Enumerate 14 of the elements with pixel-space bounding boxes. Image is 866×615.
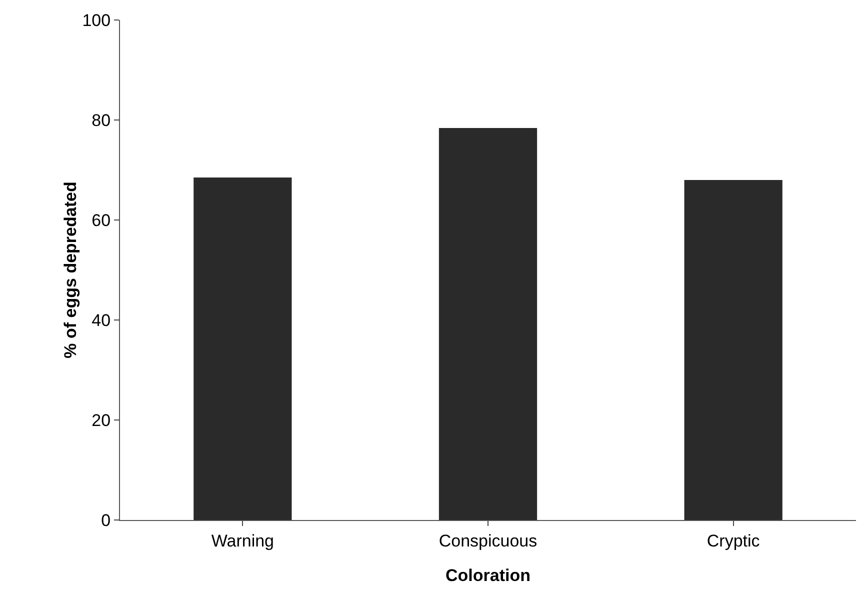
bar	[684, 180, 782, 520]
y-tick-label: 100	[82, 10, 111, 30]
y-tick-label: 60	[92, 210, 111, 230]
y-tick-label: 20	[92, 410, 111, 430]
x-tick-label: Warning	[211, 531, 274, 550]
bar	[438, 128, 538, 520]
x-tick-label: Cryptic	[706, 531, 760, 550]
x-tick-label: Conspicuous	[438, 531, 538, 550]
y-tick-label: 40	[92, 310, 111, 330]
bar	[194, 178, 292, 520]
y-tick-label: 0	[101, 510, 111, 530]
y-tick-label: 80	[92, 110, 111, 130]
x-axis-title: Coloration	[446, 566, 530, 585]
y-axis-title: % of eggs depredated	[61, 182, 80, 358]
